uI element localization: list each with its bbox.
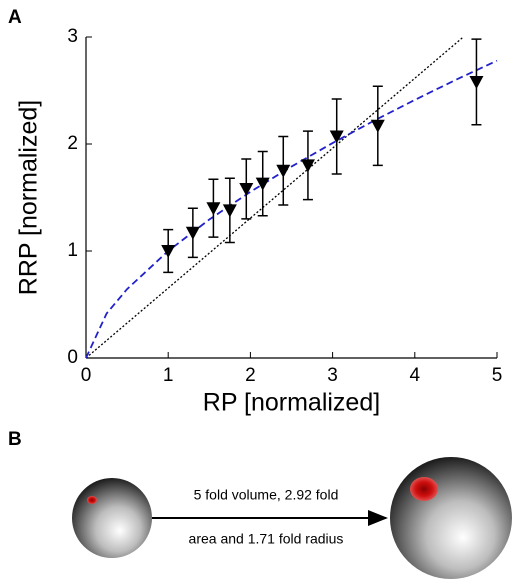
diagram-label: area and 1.71 fold radius [189,531,344,547]
y-tick-label: 0 [67,347,78,368]
diagram-label: 5 fold volume, 2.92 fold [194,487,339,503]
marker [300,159,315,173]
small-spot [87,496,97,504]
diagram: 5 fold volume, 2.92 fold area and 1.71 f… [72,457,512,579]
marker [161,245,176,258]
large-sphere [390,457,512,579]
small-sphere [72,478,152,558]
marker [222,204,237,218]
y-tick-label: 2 [67,133,78,154]
marker [255,177,270,191]
panel-label: B [8,429,22,450]
marker [329,130,344,144]
marker [206,202,221,216]
plot: 0 1 2 3 4 5 0 1 2 3 RP [normalized] RRP [normalized… [15,26,503,417]
panel-label: A [8,7,22,28]
fit-line [85,59,498,359]
x-tick-label: 4 [410,365,421,386]
marker [239,182,254,196]
marker [469,75,484,89]
x-tick-label: 0 [81,365,92,386]
marker [370,119,385,133]
large-spot [410,477,438,501]
marker [276,164,291,178]
x-tick-label: 5 [492,365,503,386]
y-tick-label: 1 [67,240,78,261]
y-tick-label: 3 [67,26,78,47]
x-tick-label: 1 [163,365,174,386]
x-tick-label: 2 [245,365,256,386]
marker [185,226,200,240]
x-tick-label: 3 [327,365,338,386]
x-axis-label: RP [normalized] [203,389,380,417]
fit-line [85,36,464,359]
y-axis-label: RRP [normalized] [15,100,43,295]
